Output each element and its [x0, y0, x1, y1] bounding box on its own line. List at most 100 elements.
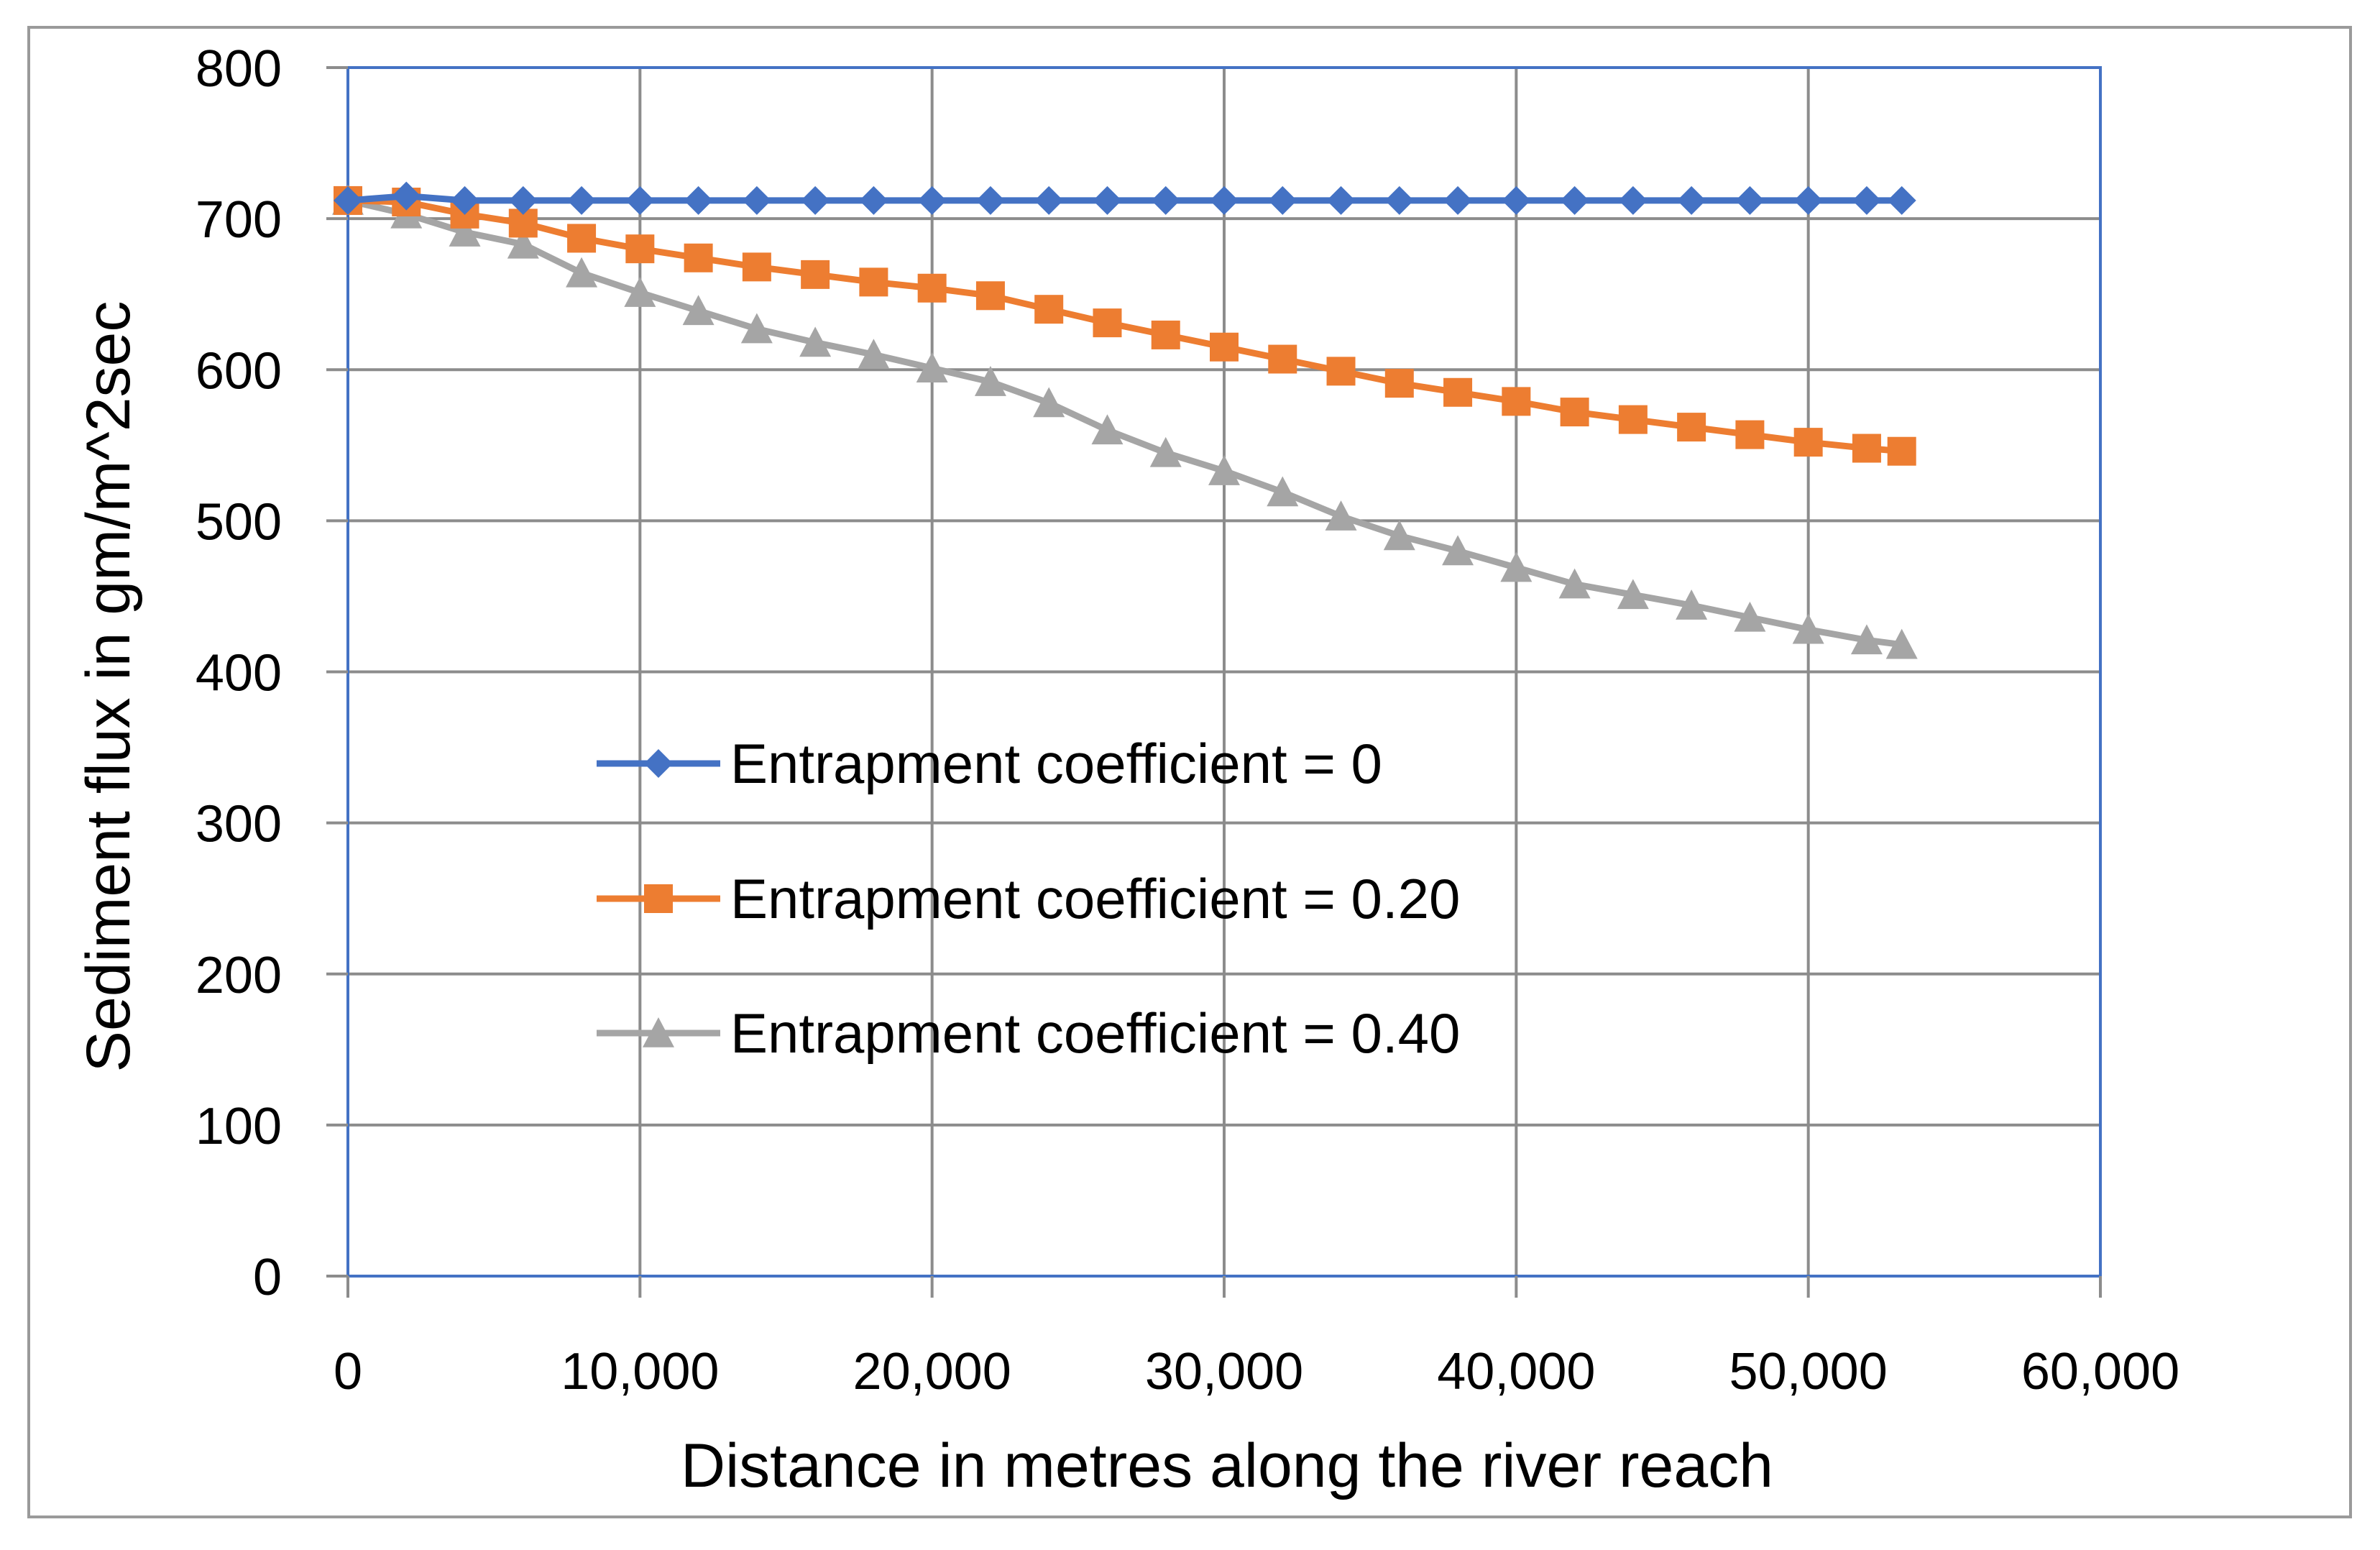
data-point-marker: [1618, 185, 1648, 215]
data-point-marker: [1033, 387, 1065, 418]
data-point-marker: [625, 234, 655, 264]
data-point-marker: [682, 295, 715, 326]
data-point-marker: [624, 277, 656, 307]
data-point-marker: [1442, 535, 1474, 566]
data-point-marker: [1735, 420, 1765, 449]
legend-entry: Entrapment coefficient = 0.40: [597, 1001, 1460, 1065]
data-point-marker: [1208, 455, 1240, 485]
data-point-marker: [566, 257, 598, 288]
data-point-marker: [1210, 185, 1239, 215]
data-point-marker: [742, 185, 771, 215]
data-point-marker: [1034, 185, 1064, 215]
data-point-marker: [1677, 413, 1706, 442]
data-point-marker: [975, 185, 1005, 215]
legend-label: Entrapment coefficient = 0: [730, 732, 1382, 795]
data-point-marker: [625, 185, 655, 215]
y-tick-label: 600: [196, 342, 282, 400]
x-tick-label: 30,000: [1145, 1343, 1303, 1400]
y-tick-label: 200: [196, 947, 282, 1004]
y-tick-label: 500: [196, 493, 282, 551]
data-point-marker: [1793, 428, 1823, 457]
x-tick-label: 10,000: [561, 1343, 719, 1400]
legend-marker: [644, 884, 673, 913]
data-point-marker: [1560, 185, 1589, 215]
chart-border: [27, 26, 2352, 1518]
data-point-marker: [1384, 185, 1414, 215]
data-point-marker: [567, 224, 597, 253]
y-axis-title: Sediment flux in gm/m^2sec: [74, 301, 143, 1073]
series-square: [334, 185, 1916, 466]
data-point-marker: [450, 185, 479, 215]
x-axis-title: Distance in metres along the river reach: [681, 1431, 1773, 1500]
data-point-marker: [1677, 185, 1706, 215]
y-tick-label: 400: [196, 645, 282, 702]
data-point-marker: [799, 326, 832, 357]
x-tick-label: 60,000: [2021, 1343, 2179, 1400]
data-point-marker: [1443, 377, 1473, 407]
data-point-marker: [684, 185, 713, 215]
data-point-marker: [1792, 613, 1824, 644]
data-point-marker: [449, 216, 481, 247]
data-point-marker: [801, 260, 830, 289]
data-point-marker: [974, 366, 1006, 396]
y-tick-label: 100: [196, 1098, 282, 1155]
data-point-marker: [1268, 344, 1297, 374]
data-point-marker: [1850, 624, 1883, 655]
data-point-marker: [1034, 295, 1064, 324]
x-axis-tick-labels: 0 10,000 20,000 30,000 40,000 50,000 60,000: [334, 1343, 2179, 1400]
x-tick-label: 0: [334, 1343, 362, 1400]
data-point-marker: [567, 185, 597, 215]
data-point-marker: [1887, 185, 1916, 215]
axis-tick-marks: [326, 66, 2102, 1298]
data-point-marker: [859, 267, 888, 297]
data-point-marker: [1735, 185, 1765, 215]
data-point-marker: [334, 185, 362, 215]
data-point-marker: [507, 228, 539, 259]
series-line: [347, 193, 1902, 204]
legend-marker: [643, 1017, 674, 1047]
data-point-marker: [740, 313, 773, 344]
data-point-marker: [917, 273, 947, 303]
data-point-marker: [1885, 628, 1918, 659]
series-line: [347, 197, 1903, 455]
data-point-marker: [917, 185, 947, 215]
data-point-marker: [1443, 185, 1473, 215]
legend-label: Entrapment coefficient = 0.20: [730, 867, 1460, 930]
x-tick-label: 50,000: [1729, 1343, 1888, 1400]
data-point-marker: [1502, 387, 1531, 416]
data-point-marker: [1676, 590, 1708, 620]
data-point-marker: [1383, 520, 1415, 551]
legend-entry: Entrapment coefficient = 0.20: [597, 867, 1460, 930]
series-layer: [332, 181, 1918, 659]
data-point-marker: [508, 185, 538, 215]
series-diamond: [334, 181, 1916, 215]
data-point-marker: [1325, 500, 1357, 531]
data-point-marker: [1500, 551, 1533, 582]
y-tick-label: 800: [196, 40, 282, 98]
data-point-marker: [1618, 405, 1648, 434]
data-point-marker: [1793, 185, 1823, 215]
legend: Entrapment coefficient = 0 Entrapment coe…: [597, 732, 1460, 1065]
legend-entry: Entrapment coefficient = 0: [597, 732, 1382, 795]
data-point-marker: [1887, 436, 1916, 466]
data-point-marker: [1151, 320, 1180, 349]
legend-marker: [644, 749, 673, 778]
data-point-marker: [1852, 434, 1881, 463]
data-point-marker: [916, 352, 948, 382]
data-point-marker: [1093, 308, 1122, 338]
data-point-marker: [1326, 357, 1356, 386]
data-point-marker: [801, 185, 830, 215]
data-point-marker: [684, 243, 713, 272]
data-point-marker: [1093, 185, 1122, 215]
data-point-marker: [1384, 369, 1414, 398]
data-point-marker: [742, 252, 771, 282]
data-point-marker: [1091, 414, 1124, 445]
data-point-marker: [1268, 185, 1297, 215]
data-point-marker: [1151, 185, 1180, 215]
data-point-marker: [1326, 185, 1356, 215]
y-tick-label: 700: [196, 191, 282, 249]
y-tick-label: 0: [253, 1249, 282, 1306]
data-point-marker: [392, 181, 421, 211]
